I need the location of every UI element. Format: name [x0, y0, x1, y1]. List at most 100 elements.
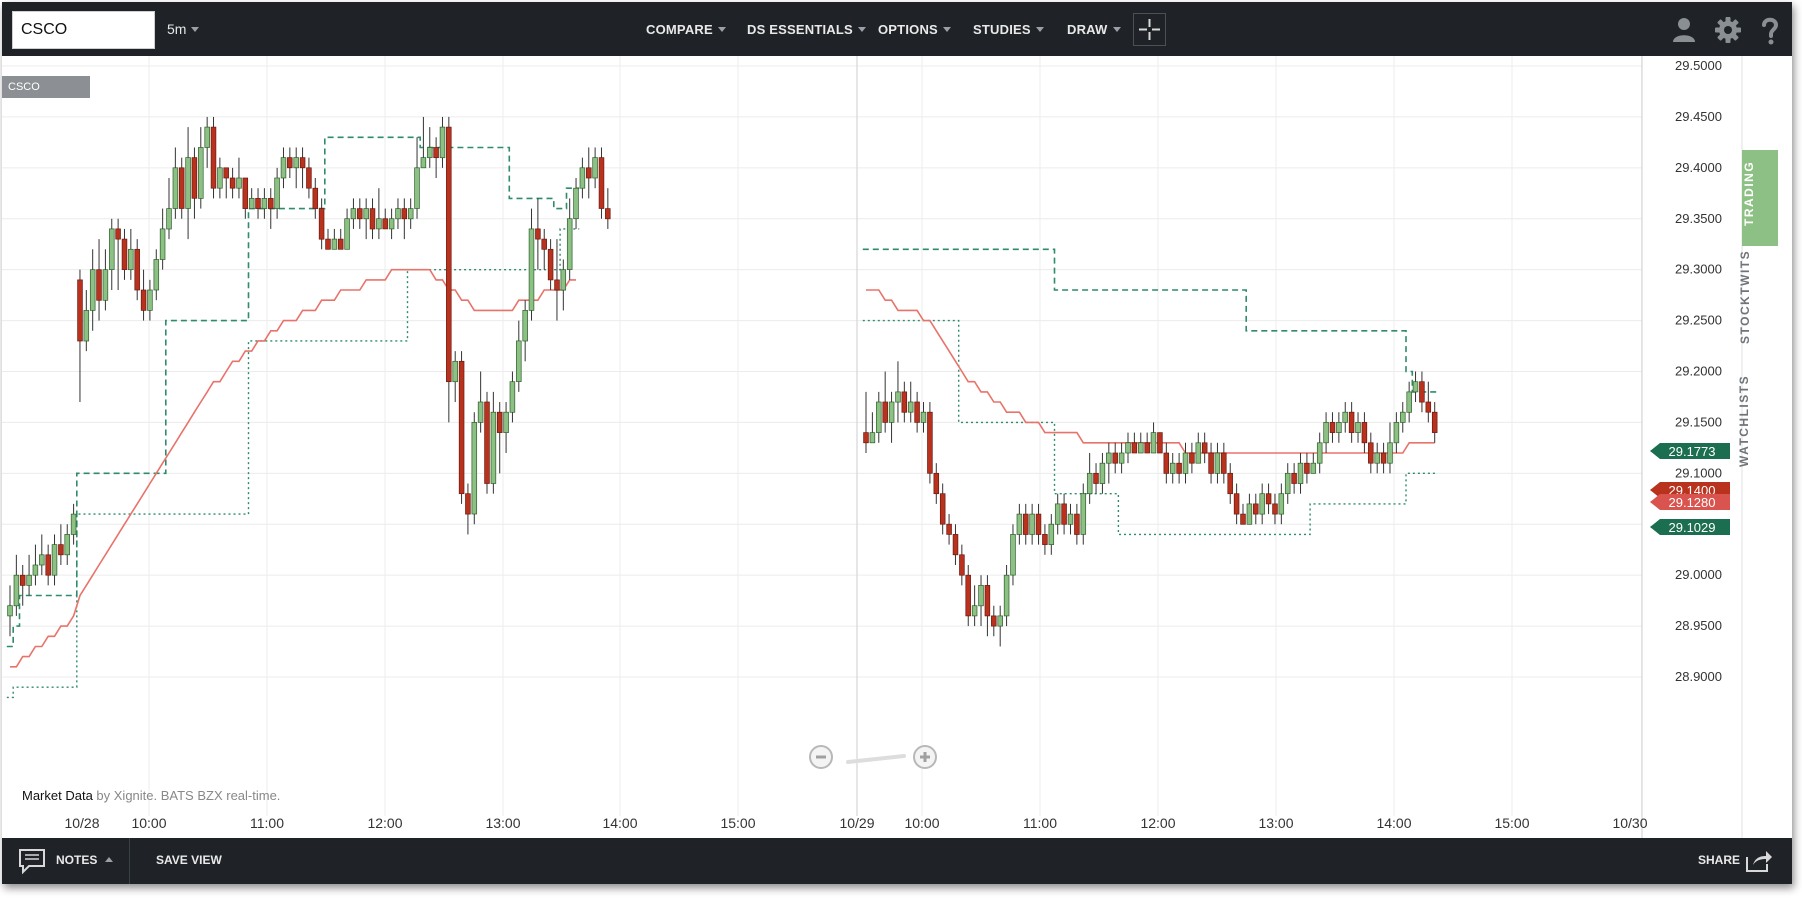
candle-down	[134, 248, 140, 291]
user-icon[interactable]	[1668, 14, 1700, 46]
sma-line	[866, 289, 1435, 454]
help-icon[interactable]	[1754, 14, 1786, 46]
candle-up	[1310, 462, 1317, 474]
symbol-input[interactable]	[12, 11, 155, 49]
candle-up	[1336, 422, 1342, 433]
candle-down	[1093, 472, 1099, 484]
notes-icon[interactable]	[18, 847, 46, 878]
candle-up	[420, 157, 427, 169]
price-tick-label: 28.9000	[1675, 669, 1722, 684]
chevron-down-icon	[191, 27, 200, 32]
candle-up	[1323, 422, 1329, 444]
candle-up	[516, 340, 522, 382]
candle-up	[1400, 411, 1406, 423]
studies-menu[interactable]: STUDIES	[973, 2, 1044, 56]
candle-up	[26, 574, 32, 586]
candle-up	[978, 585, 984, 607]
share-button[interactable]: SHARE	[1698, 853, 1740, 867]
notes-button[interactable]: NOTES	[56, 853, 113, 867]
candle-up	[1010, 534, 1016, 576]
bottom-divider	[129, 838, 130, 884]
candle-up	[350, 208, 357, 220]
trading-tab-label: TRADING	[1742, 160, 1756, 226]
candle-down	[1368, 442, 1374, 464]
candle-up	[1214, 452, 1221, 474]
candle-up	[439, 126, 446, 159]
candle-up	[1067, 513, 1074, 525]
candle-up	[1355, 422, 1361, 433]
price-flag-label: 29.1029	[1669, 520, 1716, 535]
candle-up	[89, 269, 96, 311]
crosshair-button[interactable]	[1133, 13, 1166, 46]
candle-up	[1297, 462, 1304, 484]
candle-up	[83, 310, 90, 342]
candle-down	[541, 238, 547, 250]
candle-up	[7, 605, 13, 617]
candle-down	[496, 411, 503, 433]
zoom-out-button[interactable]	[808, 744, 834, 775]
candle-up	[1086, 472, 1093, 495]
candle-down	[312, 187, 319, 209]
time-tick-label: 12:00	[367, 815, 402, 831]
candle-down	[991, 615, 997, 627]
ds-essentials-menu[interactable]: DS ESSENTIALS	[747, 2, 866, 56]
candle-up	[280, 157, 287, 179]
chevron-up-icon	[104, 857, 113, 862]
watchlists-tab[interactable]: WATCHLISTS	[1737, 375, 1778, 486]
stocktwits-tab-label: STOCKTWITS	[1738, 249, 1752, 344]
compare-menu[interactable]: COMPARE	[646, 2, 726, 56]
candle-up	[159, 228, 166, 260]
save-view-button[interactable]: SAVE VIEW	[156, 853, 222, 867]
candle-down	[433, 147, 439, 159]
candle-up	[32, 564, 39, 576]
top-toolbar: 5m COMPARE DS ESSENTIALS OPTIONS STUDIES…	[2, 2, 1792, 56]
candle-down	[1380, 452, 1387, 464]
candle-up	[1125, 442, 1131, 454]
candle-up	[1195, 442, 1202, 464]
candle-up	[888, 401, 895, 423]
candle-down	[369, 208, 376, 230]
time-tick-label: 10/28	[64, 815, 99, 831]
candle-down	[1131, 442, 1138, 454]
candle-up	[876, 401, 882, 433]
draw-menu[interactable]: DRAW	[1067, 2, 1121, 56]
price-chart[interactable]: 29.5000 29.4500 29.4000 29.3500 29.3000 29.25…	[2, 56, 1792, 838]
chevron-down-icon	[717, 26, 726, 32]
options-menu[interactable]: OPTIONS	[878, 2, 951, 56]
candle-up	[39, 554, 45, 566]
candle-down	[1233, 493, 1240, 515]
candle-down	[96, 269, 102, 301]
candle-down	[547, 248, 554, 281]
candle-down	[77, 279, 83, 342]
interval-selector[interactable]: 5m	[167, 21, 200, 37]
share-icon[interactable]	[1744, 848, 1774, 877]
candle-down	[1329, 422, 1336, 433]
candle-up	[331, 238, 338, 250]
candle-up	[1118, 452, 1125, 464]
candle-up	[907, 401, 914, 413]
gear-icon[interactable]	[1712, 14, 1744, 46]
trading-tab[interactable]: TRADING	[1742, 150, 1778, 246]
candle-up	[971, 605, 978, 617]
candle-up	[592, 157, 598, 179]
candle-down	[965, 574, 971, 617]
candle-up	[528, 228, 535, 311]
candle-down	[465, 493, 471, 515]
upper-channel-line	[862, 248, 1438, 393]
minus-circle-icon	[809, 745, 833, 769]
zoom-in-button[interactable]	[912, 744, 938, 775]
crosshair-icon	[1139, 19, 1160, 40]
channel-bands	[6, 136, 1438, 699]
zoom-slider[interactable]	[846, 752, 906, 770]
candle-up	[1412, 381, 1419, 393]
bottom-toolbar: NOTES SAVE VIEW SHARE	[2, 838, 1792, 884]
price-flag: 29.1773	[1650, 443, 1730, 459]
candle-down	[1431, 411, 1438, 433]
upper-channel-line	[6, 136, 580, 648]
candle-down	[1348, 411, 1355, 433]
compare-menu-label: COMPARE	[646, 21, 713, 37]
time-tick-label: 10:00	[131, 815, 166, 831]
stocktwits-tab[interactable]: STOCKTWITS	[1738, 250, 1778, 360]
candle-down	[458, 360, 465, 495]
